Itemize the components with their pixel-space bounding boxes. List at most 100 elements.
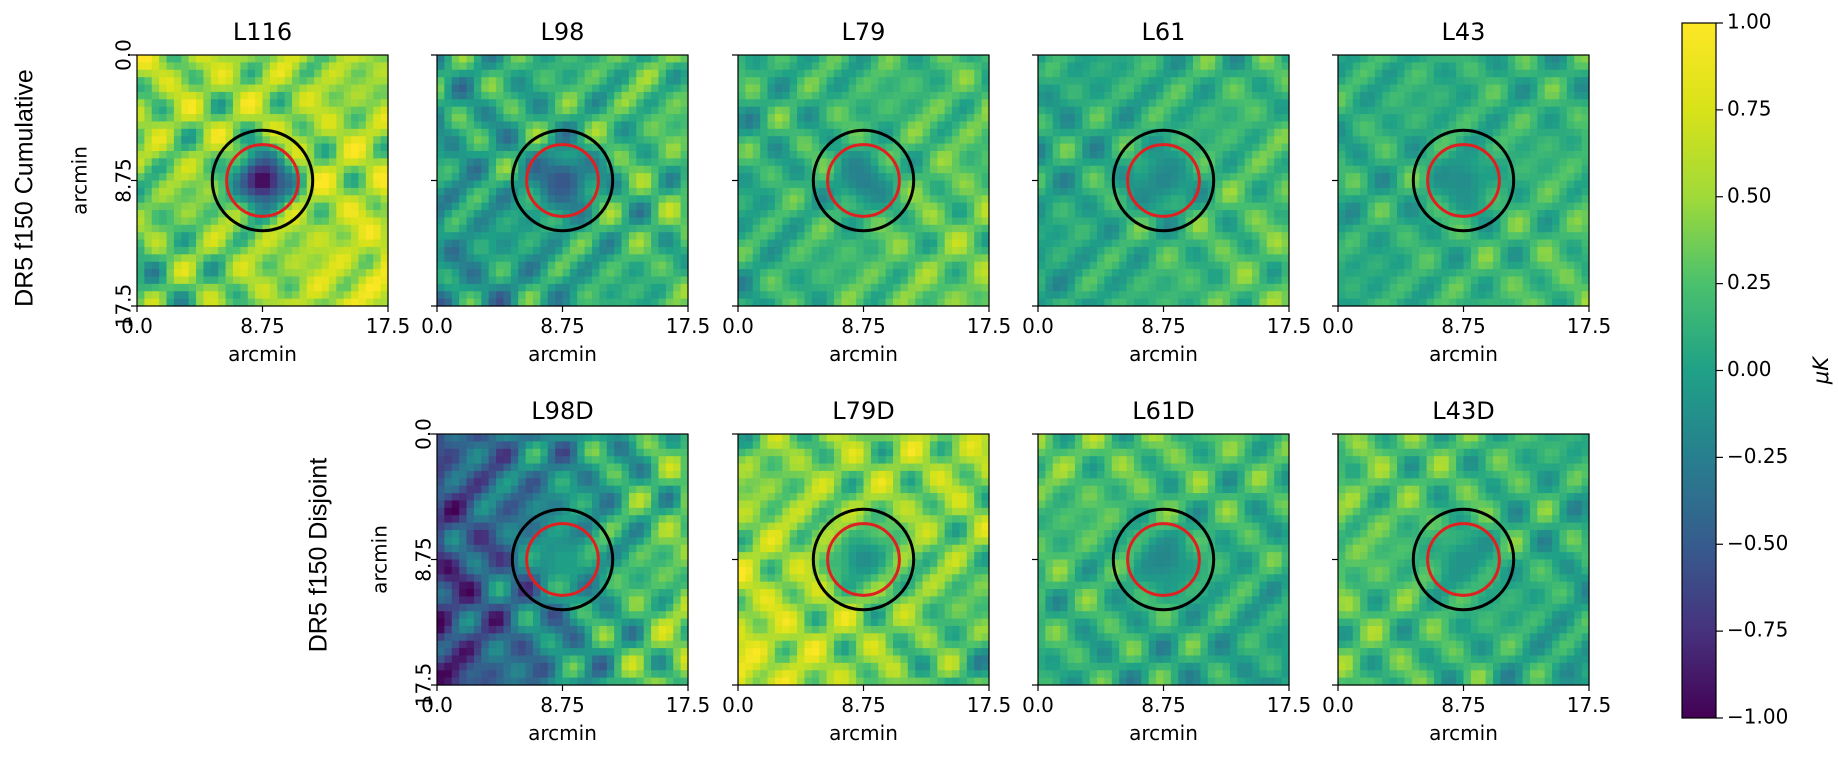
heatmap-cell — [306, 84, 315, 93]
heatmap-cell — [555, 128, 564, 137]
heatmap-cell — [1126, 136, 1135, 145]
heatmap-cell — [628, 158, 637, 167]
heatmap-cell — [351, 69, 360, 78]
heatmap-cell — [1148, 69, 1157, 78]
heatmap-cell — [1274, 276, 1283, 285]
heatmap-cell — [767, 254, 776, 263]
heatmap-cell — [1229, 158, 1238, 167]
heatmap-cell — [1338, 202, 1346, 211]
heatmap-cell — [885, 291, 894, 300]
heatmap-cell — [658, 106, 667, 115]
heatmap-cell — [247, 55, 256, 63]
heatmap-cell — [1266, 261, 1275, 270]
heatmap-cell — [665, 99, 674, 108]
heatmap-cell — [555, 224, 564, 233]
heatmap-cell — [1222, 187, 1231, 196]
heatmap-cell — [1170, 254, 1179, 263]
heatmap-cell — [900, 269, 909, 278]
heatmap-cell — [540, 136, 549, 145]
heatmap-cell — [166, 298, 175, 307]
heatmap-cell — [1119, 106, 1128, 115]
heatmap-cell — [929, 276, 938, 285]
heatmap-cell — [826, 269, 835, 278]
heatmap-cell — [797, 91, 806, 100]
heatmap-cell — [466, 254, 475, 263]
heatmap-cell — [658, 276, 667, 285]
heatmap-cell — [1207, 55, 1216, 63]
heatmap-cell — [1374, 291, 1383, 300]
heatmap-cell — [380, 114, 389, 123]
heatmap-cell — [1338, 232, 1346, 241]
heatmap-cell — [1207, 232, 1216, 241]
heatmap-cell — [974, 136, 983, 145]
heatmap-cell — [673, 276, 682, 285]
heatmap-cell — [1200, 106, 1209, 115]
heatmap-cell — [614, 232, 623, 241]
heatmap-cell — [343, 121, 352, 130]
heatmap-cell — [621, 55, 630, 63]
heatmap-cell — [547, 283, 556, 292]
heatmap-cell — [885, 143, 894, 152]
heatmap-cell — [1274, 283, 1283, 292]
heatmap-cell — [473, 136, 482, 145]
heatmap-cell — [343, 69, 352, 78]
heatmap-cell — [929, 128, 938, 137]
heatmap-cell — [599, 261, 608, 270]
heatmap-cell — [1207, 128, 1216, 137]
heatmap-cell — [1038, 276, 1046, 285]
heatmap-cell — [1133, 84, 1142, 93]
heatmap-cell — [1281, 202, 1290, 211]
heatmap-cell — [738, 158, 746, 167]
heatmap-cell — [255, 62, 264, 71]
heatmap-cell — [1119, 121, 1128, 130]
heatmap-cell — [1266, 69, 1275, 78]
heatmap-cell — [1237, 217, 1246, 226]
heatmap-cell — [569, 187, 578, 196]
heatmap-cell — [826, 136, 835, 145]
heatmap-cell — [833, 173, 842, 182]
heatmap-cell — [1170, 261, 1179, 270]
heatmap-cell — [1244, 173, 1253, 182]
heatmap-cell — [1038, 195, 1046, 204]
heatmap-cell — [628, 121, 637, 130]
heatmap-cell — [907, 91, 916, 100]
heatmap-cell — [577, 210, 586, 219]
heatmap-cell — [651, 187, 660, 196]
heatmap-cell — [885, 276, 894, 285]
heatmap-cell — [651, 121, 660, 130]
heatmap-cell — [510, 84, 519, 93]
heatmap-cell — [277, 195, 286, 204]
heatmap-cell — [473, 77, 482, 86]
heatmap-cell — [277, 84, 286, 93]
heatmap-cell — [782, 232, 791, 241]
heatmap-cell — [1367, 276, 1376, 285]
heatmap-cell — [599, 276, 608, 285]
heatmap-cell — [328, 99, 337, 108]
heatmap-cell — [547, 69, 556, 78]
heatmap-cell — [738, 269, 746, 278]
heatmap-cell — [738, 224, 746, 233]
heatmap-cell — [314, 232, 323, 241]
heatmap-cell — [1045, 84, 1054, 93]
heatmap-cell — [151, 254, 160, 263]
heatmap-cell — [774, 239, 783, 248]
heatmap-cell — [1052, 143, 1061, 152]
heatmap-cell — [451, 210, 460, 219]
heatmap-cell — [232, 173, 241, 182]
heatmap-cell — [658, 224, 667, 233]
heatmap-cell — [1200, 254, 1209, 263]
heatmap-cell — [210, 246, 219, 255]
heatmap-cell — [1345, 143, 1354, 152]
heatmap-cell — [262, 173, 271, 182]
heatmap-cell — [760, 195, 769, 204]
heatmap-cell — [437, 239, 445, 248]
heatmap-cell — [577, 291, 586, 300]
heatmap-cell — [1266, 121, 1275, 130]
heatmap-cell — [789, 62, 798, 71]
heatmap-cell — [680, 150, 689, 159]
heatmap-cell — [856, 91, 865, 100]
heatmap-cell — [1338, 136, 1346, 145]
heatmap-cell — [459, 202, 468, 211]
heatmap-cell — [760, 217, 769, 226]
heatmap-cell — [643, 128, 652, 137]
